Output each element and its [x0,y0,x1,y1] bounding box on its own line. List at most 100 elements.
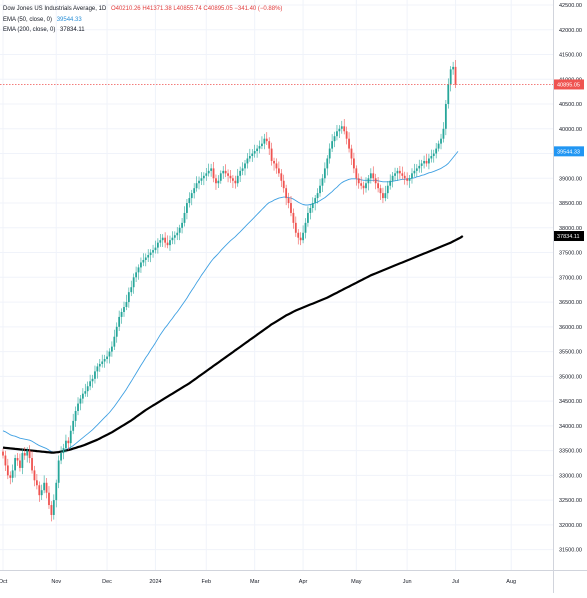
candle[interactable] [379,184,382,200]
candle[interactable] [374,173,377,190]
candle[interactable] [72,413,75,435]
candle[interactable] [193,183,196,199]
candle[interactable] [125,294,128,311]
candle[interactable] [98,359,101,372]
ema200-line[interactable] [2,235,464,454]
candle[interactable] [205,167,208,181]
candle[interactable] [94,365,96,384]
candle[interactable] [57,455,60,489]
candle[interactable] [444,100,447,136]
candle[interactable] [340,120,343,134]
candle[interactable] [384,185,387,202]
candle[interactable] [154,240,157,254]
candle[interactable] [2,448,4,459]
candle[interactable] [265,132,268,145]
candle[interactable] [234,175,237,189]
candle[interactable] [40,484,43,501]
candle[interactable] [292,208,295,229]
candle[interactable] [188,192,191,208]
candle[interactable] [287,192,290,209]
candle[interactable] [447,78,450,109]
candle[interactable] [52,494,55,520]
candle[interactable] [353,152,355,174]
candle[interactable] [28,445,31,464]
candle[interactable] [321,174,324,192]
candle[interactable] [449,66,452,92]
legend-instrument-row[interactable]: Dow Jones US Industrials Average, 1D O40… [3,4,282,15]
candle[interactable] [171,231,174,245]
candle[interactable] [415,164,418,177]
candle[interactable] [113,329,116,350]
candle[interactable] [103,354,106,368]
candle[interactable] [11,464,14,483]
candle[interactable] [248,148,251,162]
candle[interactable] [350,144,353,166]
candle[interactable] [348,132,350,153]
candle[interactable] [319,178,321,197]
candle[interactable] [406,172,409,186]
candle[interactable] [111,341,113,357]
candle[interactable] [454,60,457,88]
candle[interactable] [323,162,326,183]
candle[interactable] [389,174,392,190]
candle[interactable] [67,437,70,451]
candle[interactable] [60,446,62,465]
candle[interactable] [178,224,181,241]
last-price-tag[interactable]: 40895.05 [554,79,584,90]
candle[interactable] [311,197,314,213]
candle[interactable] [6,458,9,480]
candle[interactable] [420,159,423,173]
ema50-line[interactable] [2,151,459,453]
candle[interactable] [137,264,140,280]
candle[interactable] [202,172,205,186]
candle[interactable] [297,229,300,245]
candle[interactable] [130,280,133,297]
candle[interactable] [132,273,135,294]
candle[interactable] [115,322,118,343]
candle[interactable] [33,465,36,487]
candle[interactable] [4,450,7,472]
candle[interactable] [77,397,79,416]
candle[interactable] [328,143,331,164]
candle[interactable] [120,308,123,324]
candle[interactable] [326,155,329,176]
candle[interactable] [135,266,137,283]
candle[interactable] [432,149,435,163]
candle[interactable] [428,153,430,170]
candle[interactable] [336,125,338,141]
candle[interactable] [355,165,358,186]
candle[interactable] [219,170,222,184]
candle[interactable] [207,163,210,177]
x-axis[interactable]: Oct Nov Dec 2024 Feb Mar Apr May Jun Jul Aug [0,0,516,585]
candle[interactable] [31,450,33,474]
candle[interactable] [394,167,396,181]
candle[interactable] [69,425,72,449]
candle[interactable] [365,177,367,193]
candle[interactable] [181,217,183,234]
candle[interactable] [398,166,401,179]
candle[interactable] [241,162,244,176]
candle[interactable] [331,134,334,152]
candle[interactable] [26,447,29,463]
candle[interactable] [35,473,38,490]
candle[interactable] [258,140,261,154]
candle[interactable] [23,446,26,460]
candle[interactable] [140,257,142,273]
candle[interactable] [212,161,215,183]
candle[interactable] [263,133,266,150]
candle[interactable] [123,301,125,317]
ema50-price-tag[interactable]: 39544.33 [554,146,584,157]
candle[interactable] [210,163,213,177]
candle[interactable] [275,158,278,174]
candle[interactable] [299,232,302,246]
candle[interactable] [309,204,312,220]
candle[interactable] [232,175,234,188]
legend-ema200-row[interactable]: EMA (200, close, 0) 37834.11 [3,25,282,36]
candle[interactable] [304,218,307,239]
candle[interactable] [149,249,152,263]
candle[interactable] [239,166,242,182]
candle[interactable] [261,136,263,150]
candle[interactable] [277,161,280,177]
candle[interactable] [285,184,288,206]
candle[interactable] [118,310,121,331]
